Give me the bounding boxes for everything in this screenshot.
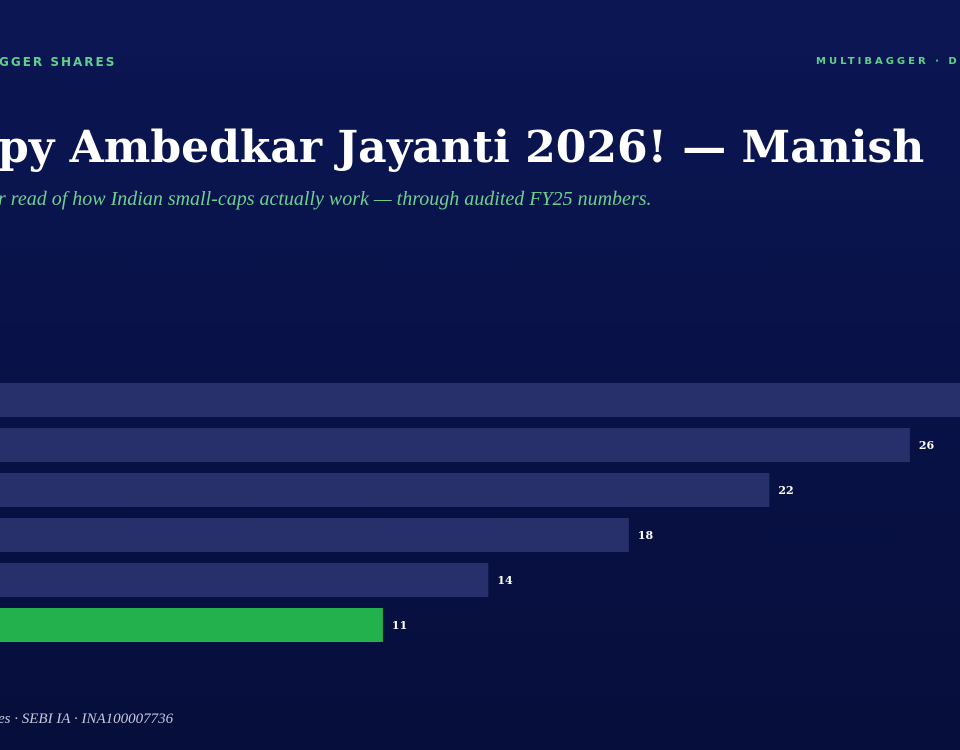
bar	[0, 518, 629, 552]
subtitle: r read of how Indian small-caps actually…	[0, 188, 652, 210]
value-label: 11	[392, 619, 407, 632]
header-left: GGER SHARES	[0, 55, 116, 69]
value-label: 26	[919, 439, 935, 452]
title: py Ambedkar Jayanti 2026! — Manish	[0, 122, 924, 173]
bar	[0, 473, 770, 507]
bar	[0, 608, 383, 642]
header-right: MULTIBAGGER · D	[816, 56, 960, 67]
value-label: 18	[638, 529, 654, 542]
bar	[0, 563, 489, 597]
bar	[0, 383, 960, 417]
value-label: 14	[497, 574, 513, 587]
footer: es · SEBI IA · INA100007736	[0, 711, 174, 727]
bar-chart: 26 22 18 14 11	[0, 383, 960, 642]
value-label: 22	[778, 484, 793, 497]
bar	[0, 428, 910, 462]
